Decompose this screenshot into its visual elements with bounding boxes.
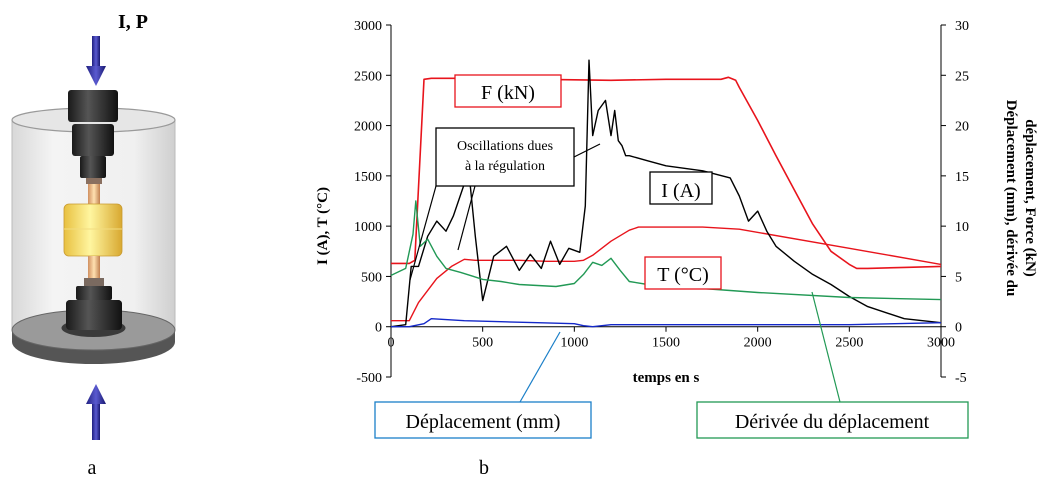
temperature-callout-label: T (°C) bbox=[657, 264, 709, 286]
y-left-tick-label: 1500 bbox=[354, 170, 382, 185]
pressure-arrow-bottom bbox=[86, 384, 106, 440]
y-right-tick-label: 0 bbox=[955, 321, 962, 336]
force-callout-box bbox=[454, 74, 562, 108]
series-line-temperature bbox=[391, 226, 941, 322]
y-left-tick-label: 0 bbox=[375, 321, 382, 336]
derivative-callout-box bbox=[696, 401, 969, 439]
y-left-tick-label: 2500 bbox=[354, 69, 382, 84]
base-plate bbox=[11, 300, 176, 365]
displacement-callout-box bbox=[374, 401, 592, 439]
series-line-displacement bbox=[391, 318, 941, 328]
panel-a-caption: a bbox=[88, 457, 97, 479]
derivative-leader bbox=[811, 291, 841, 403]
y-left-tick-label: 3000 bbox=[354, 19, 382, 34]
force-callout-label: F (kN) bbox=[481, 82, 535, 104]
y-axis-left-label: I (A), T (°C) bbox=[315, 187, 331, 265]
annotation-layer: F (kN) Oscillations dues à la régulation I … bbox=[374, 74, 969, 439]
y-axis-right-label-line-1: Déplacement (mm), dérivée du bbox=[1003, 100, 1019, 297]
displacement-callout-label: Déplacement (mm) bbox=[406, 411, 561, 433]
displacement-leader bbox=[519, 331, 561, 403]
x-tick-label: 1000 bbox=[560, 336, 588, 351]
panel-b-caption: b bbox=[479, 457, 489, 479]
temperature-callout-box bbox=[644, 256, 722, 290]
derivative-callout-label: Dérivée du déplacement bbox=[735, 411, 930, 433]
sps-device-illustration: I, P bbox=[11, 11, 176, 479]
current-callout-label: I (A) bbox=[661, 180, 700, 202]
y-right-tick-label: 30 bbox=[955, 19, 969, 34]
upper-punch bbox=[68, 90, 118, 204]
y-right-tick-label: 20 bbox=[955, 120, 969, 135]
chart-axes: -500 0 500 1000 1500 2000 2500 3000 -5 0 5 10 15 20 25… bbox=[354, 19, 969, 386]
oscillations-leader-2 bbox=[457, 185, 476, 251]
current-pressure-label: I, P bbox=[118, 11, 148, 33]
y-left-tick-label: 1000 bbox=[354, 220, 382, 235]
oscillations-leader-3 bbox=[573, 143, 601, 158]
oscillations-callout-line-1: Oscillations dues bbox=[457, 139, 553, 154]
x-tick-label: 3000 bbox=[927, 336, 955, 351]
y-right-tick-label: 5 bbox=[955, 270, 962, 285]
y-right-tick-label: 10 bbox=[955, 220, 969, 235]
x-tick-label: 2500 bbox=[835, 336, 863, 351]
series-line-current bbox=[391, 59, 941, 328]
oscillations-leader-1 bbox=[409, 185, 437, 281]
x-tick-label: 2000 bbox=[744, 336, 772, 351]
pressure-arrow-top bbox=[86, 36, 106, 86]
chart: -500 0 500 1000 1500 2000 2500 3000 -5 0 5 10 15 20 25… bbox=[315, 19, 1037, 479]
y-axis-right-label-line-2: déplacement, Force (kN) bbox=[1022, 119, 1037, 277]
series-layer bbox=[391, 59, 941, 328]
oscillations-callout-line-2: à la régulation bbox=[465, 159, 545, 174]
x-tick-label: 500 bbox=[472, 336, 493, 351]
y-left-tick-label: 500 bbox=[361, 270, 382, 285]
y-left-tick-label: -500 bbox=[356, 371, 382, 386]
y-right-tick-label: 25 bbox=[955, 69, 969, 84]
series-line-force bbox=[391, 76, 941, 270]
y-left-tick-label: 2000 bbox=[354, 120, 382, 135]
x-tick-label: 0 bbox=[388, 336, 395, 351]
x-axis-label: temps en s bbox=[633, 370, 700, 386]
x-tick-label: 1500 bbox=[652, 336, 680, 351]
y-right-tick-label: -5 bbox=[955, 371, 967, 386]
current-callout-box bbox=[649, 171, 713, 205]
y-right-tick-label: 15 bbox=[955, 170, 969, 185]
oscillations-callout-box bbox=[435, 127, 575, 187]
sample-die bbox=[63, 203, 123, 257]
